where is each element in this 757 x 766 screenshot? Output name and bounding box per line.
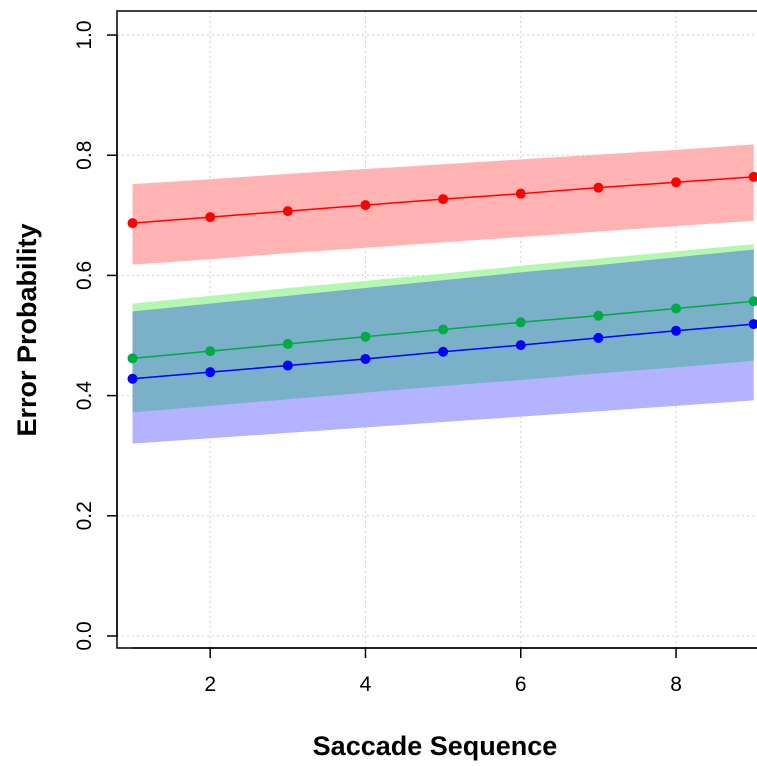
- data-point: [671, 325, 682, 336]
- data-point: [438, 324, 449, 335]
- data-point: [593, 310, 604, 321]
- data-point: [282, 338, 293, 349]
- data-point: [593, 332, 604, 343]
- x-axis: 2 4 6 8: [132, 647, 757, 696]
- data-point: [515, 188, 526, 199]
- y-tick-label: 1.0: [73, 20, 96, 49]
- data-point: [205, 212, 216, 223]
- data-point: [748, 319, 757, 330]
- confidence-band: [132, 144, 754, 265]
- data-point: [748, 296, 757, 307]
- data-point: [438, 194, 449, 205]
- y-axis: 0.0 0.2 0.4 0.6 0.8 1.0: [73, 20, 118, 651]
- y-tick-label: 0.2: [73, 501, 96, 530]
- x-tick-label: 4: [360, 673, 372, 696]
- x-tick-label: 2: [204, 673, 216, 696]
- x-tick-label: 6: [515, 673, 527, 696]
- y-tick-label: 0.8: [73, 141, 96, 170]
- x-axis-title: Saccade Sequence: [313, 731, 558, 761]
- data-point: [360, 331, 371, 342]
- data-point: [438, 346, 449, 357]
- data-point: [515, 317, 526, 328]
- data-point: [127, 353, 138, 364]
- y-tick-label: 0.4: [73, 381, 96, 411]
- plot-area: [127, 144, 757, 444]
- data-point: [360, 353, 371, 364]
- data-point: [593, 182, 604, 193]
- data-point: [127, 373, 138, 384]
- data-point: [205, 367, 216, 378]
- y-tick-label: 0.0: [73, 621, 96, 650]
- data-point: [205, 346, 216, 357]
- data-point: [127, 218, 138, 229]
- data-point: [748, 171, 757, 182]
- data-point: [282, 360, 293, 371]
- data-point: [282, 206, 293, 217]
- data-point: [671, 303, 682, 314]
- data-point: [671, 177, 682, 188]
- data-point: [515, 340, 526, 351]
- y-axis-title: Error Probability: [12, 223, 42, 436]
- data-point: [360, 200, 371, 211]
- x-tick-label: 8: [670, 673, 682, 696]
- y-tick-label: 0.6: [73, 261, 96, 290]
